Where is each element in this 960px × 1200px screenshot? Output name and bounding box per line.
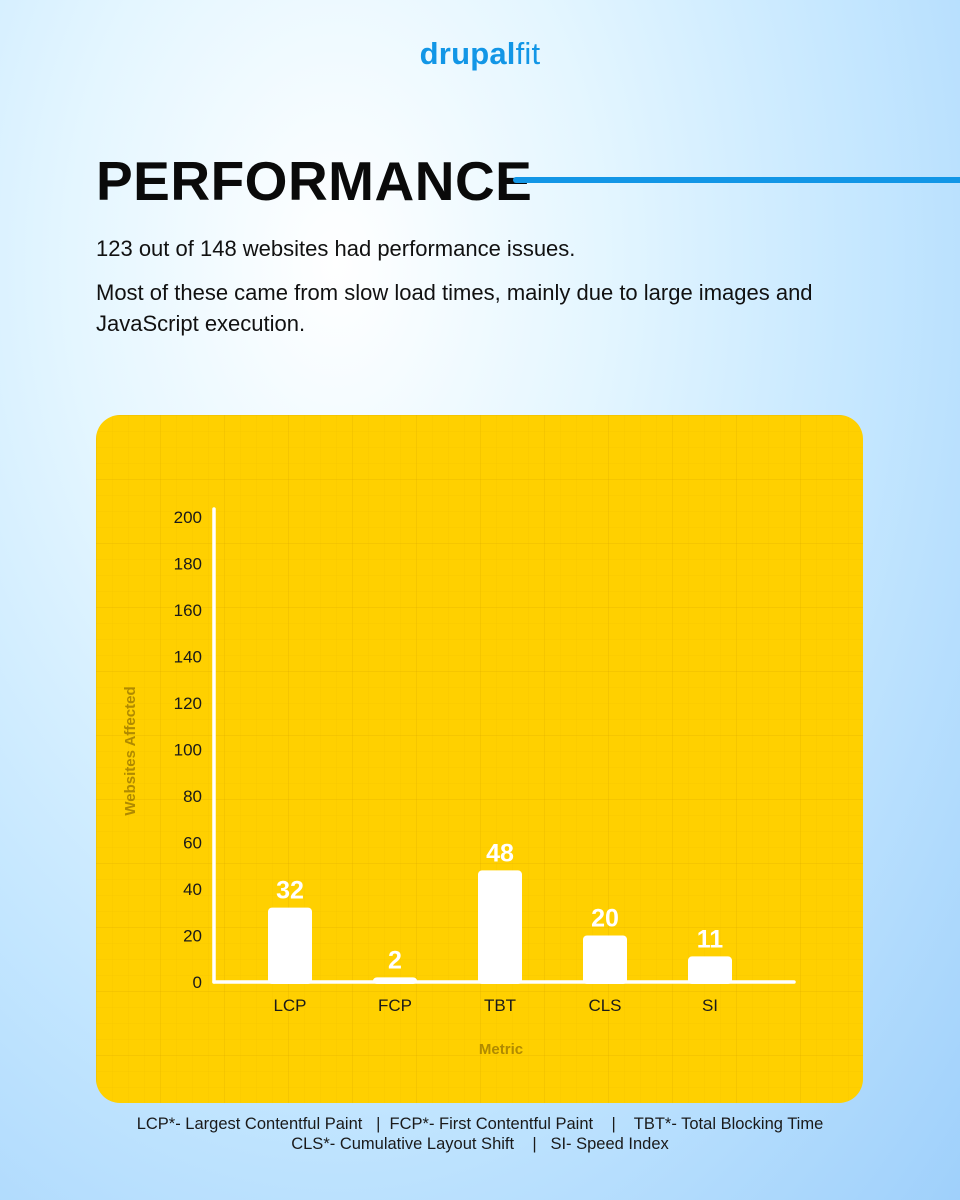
data-label: 32 [276,877,304,905]
bar-tbt [478,870,522,984]
y-tick-label: 80 [183,787,202,806]
y-tick-label: 160 [174,601,202,620]
y-tick-label: 40 [183,880,202,899]
y-tick-label: 180 [174,555,202,574]
bar-si [688,956,732,984]
y-tick-label: 20 [183,927,202,946]
x-tick-label: LCP [273,996,306,1015]
intro-line-2: Most of these came from slow load times,… [96,280,813,336]
y-tick-label: 200 [174,508,202,527]
data-label: 48 [486,839,514,867]
brand-logo-part1: drupal [419,36,516,71]
bar-lcp [268,907,312,984]
y-tick-label: 60 [183,834,202,853]
x-tick-label: TBT [484,996,516,1015]
brand-logo: drupalfit [0,36,960,72]
footnote-line-2: CLS*- Cumulative Layout Shift | SI- Spee… [291,1135,669,1153]
data-label: 20 [591,905,619,933]
title-divider [513,177,960,183]
bar-chart: 0 20 40 60 80 100 120 140 160 180 200 32 LCP 2 FCP 48 TB… [122,507,796,1058]
bar-cls [583,935,627,984]
bar-fcp [373,977,417,984]
data-label: 2 [388,946,402,974]
data-label: 11 [697,925,724,953]
y-tick-label: 100 [174,741,202,760]
x-tick-label: CLS [588,996,621,1015]
y-tick-label: 120 [174,694,202,713]
brand-logo-part2: fit [515,36,541,71]
chart-card: 0 20 40 60 80 100 120 140 160 180 200 32 LCP 2 FCP 48 TB… [96,415,863,1103]
intro-line-1: 123 out of 148 websites had performance … [96,236,576,261]
y-tick-label: 140 [174,648,202,667]
x-tick-label: SI [702,996,718,1015]
page-title: PERFORMANCE [96,150,533,212]
legend-footnote: LCP*- Largest Contentful Paint | FCP*- F… [0,1114,960,1154]
x-axis-title: Metric [479,1041,523,1058]
y-axis-title: Websites Affected [122,686,139,815]
x-tick-label: FCP [378,996,412,1015]
y-tick-label: 0 [193,973,202,992]
intro-text: 123 out of 148 websites had performance … [96,233,876,352]
footnote-line-1: LCP*- Largest Contentful Paint | FCP*- F… [136,1115,824,1133]
